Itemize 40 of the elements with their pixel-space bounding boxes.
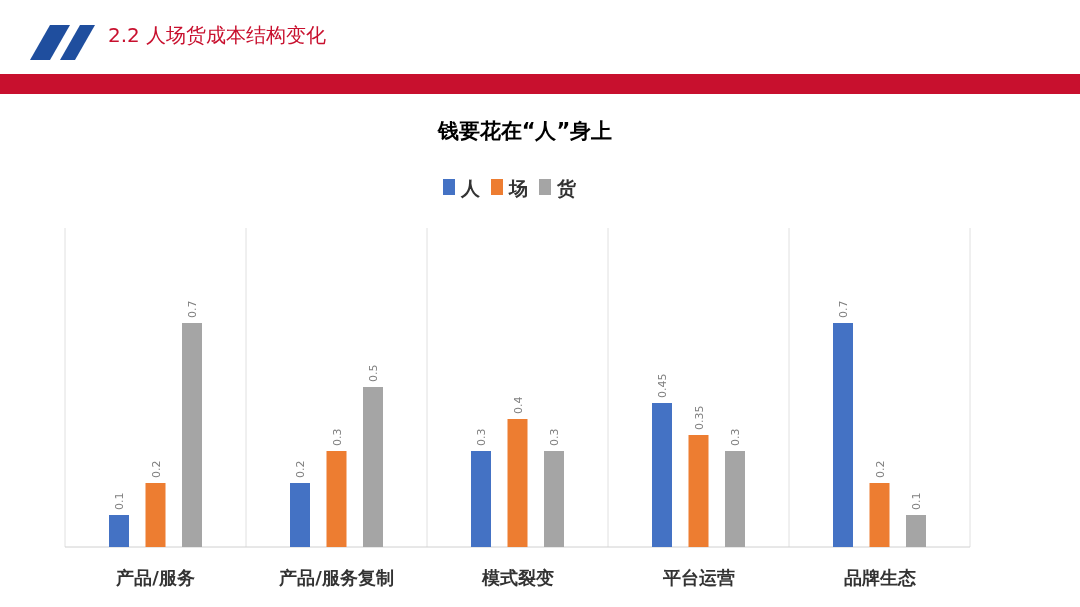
data-label: 0.1 [113,492,126,510]
data-label: 0.3 [729,428,742,446]
x-tick-label: 产品/服务 [115,567,195,588]
x-tick-label: 平台运营 [661,567,735,588]
bar [109,515,129,547]
bar [833,323,853,547]
x-tick-label: 产品/服务复制 [278,567,394,588]
bar [725,451,745,547]
bar [471,451,491,547]
data-label: 0.45 [656,373,669,398]
text: 2.2 人场货成本结构变化 [108,23,327,47]
data-label: 0.5 [367,364,380,382]
bar [363,387,383,547]
data-label: 0.1 [910,492,923,510]
data-label: 0.3 [548,428,561,446]
data-label: 0.35 [692,405,706,430]
bar [688,435,709,547]
bar [869,483,890,547]
bar [507,419,528,547]
data-label: 0.3 [330,428,344,446]
chart-title: 钱要花在“人”身上 [436,119,613,143]
x-tick-label: 品牌生态 [843,567,916,588]
legend-label: 场 [508,177,528,199]
legend-label: 人 [460,177,481,199]
bar [652,403,672,547]
data-label: 0.2 [149,460,163,478]
bar [182,323,202,547]
bar [290,483,310,547]
legend-label: 货 [556,177,577,199]
bar [145,483,166,547]
x-tick-label: 模式裂变 [480,567,554,588]
data-label: 0.4 [511,396,525,414]
bar [906,515,926,547]
data-label: 0.7 [186,300,199,318]
data-label: 0.2 [294,460,307,478]
data-label: 0.3 [475,428,488,446]
data-label: 0.7 [837,300,850,318]
bar [326,451,347,547]
bar [544,451,564,547]
data-label: 0.2 [873,460,887,478]
